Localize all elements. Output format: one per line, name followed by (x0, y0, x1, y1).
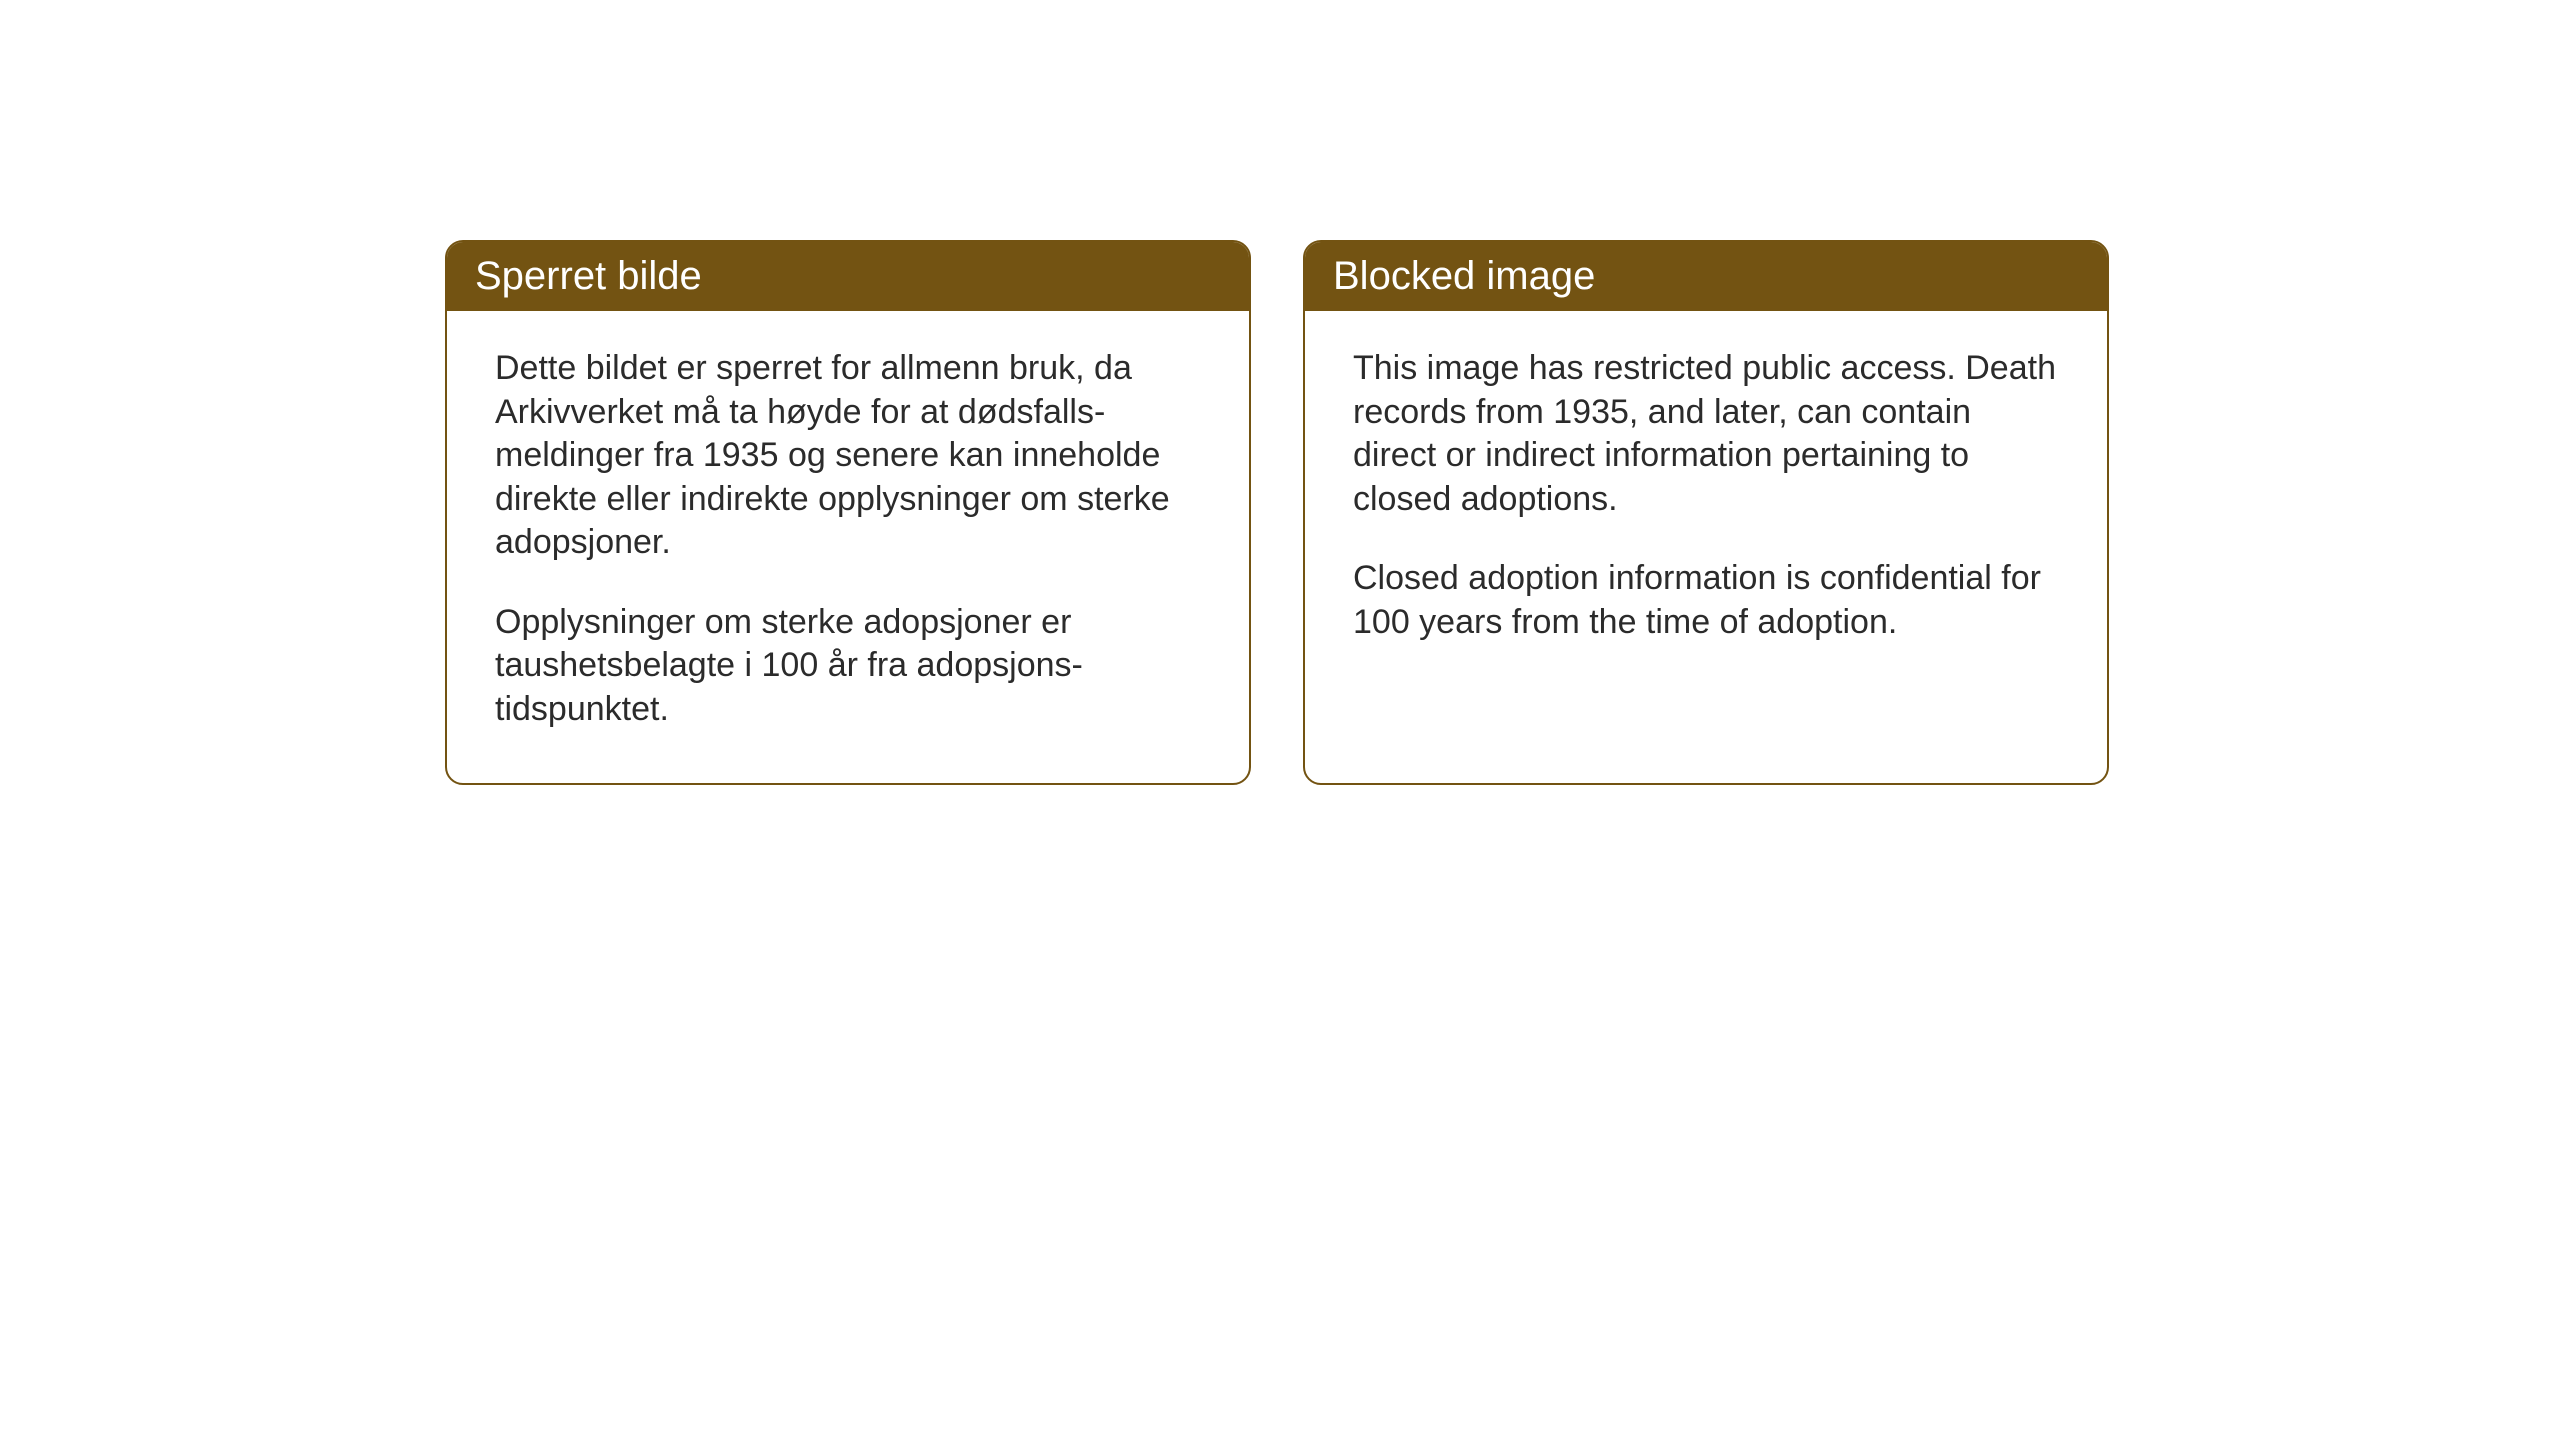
english-card-title: Blocked image (1305, 242, 2107, 311)
norwegian-notice-card: Sperret bilde Dette bildet er sperret fo… (445, 240, 1251, 785)
english-notice-card: Blocked image This image has restricted … (1303, 240, 2109, 785)
norwegian-paragraph-1: Dette bildet er sperret for allmenn bruk… (495, 347, 1201, 565)
norwegian-card-body: Dette bildet er sperret for allmenn bruk… (447, 311, 1249, 783)
english-paragraph-2: Closed adoption information is confident… (1353, 557, 2059, 644)
english-paragraph-1: This image has restricted public access.… (1353, 347, 2059, 521)
norwegian-card-title: Sperret bilde (447, 242, 1249, 311)
norwegian-paragraph-2: Opplysninger om sterke adopsjoner er tau… (495, 601, 1201, 732)
notice-container: Sperret bilde Dette bildet er sperret fo… (445, 240, 2109, 785)
english-card-body: This image has restricted public access.… (1305, 311, 2107, 696)
